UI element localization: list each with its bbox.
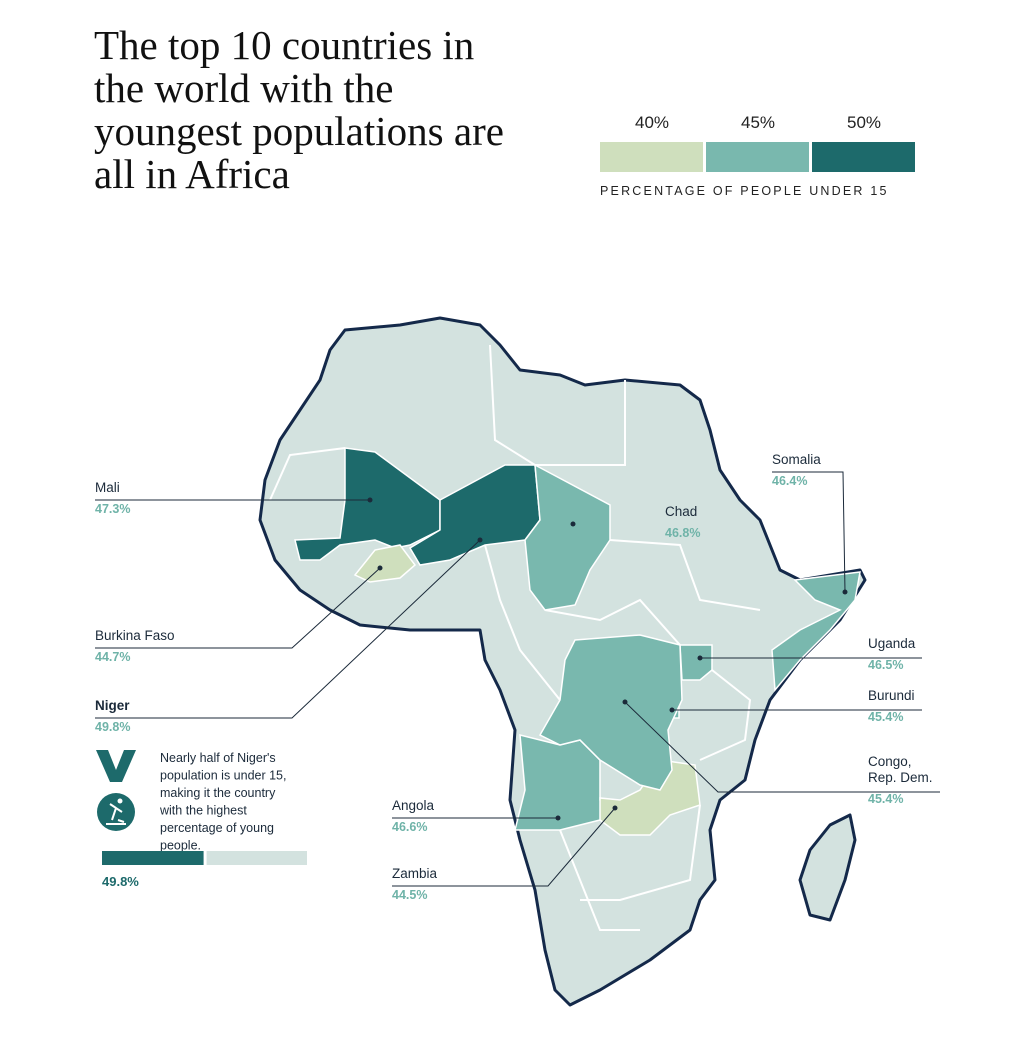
country bbox=[599, 759, 701, 836]
country-name: Zambia bbox=[392, 866, 438, 881]
border bbox=[484, 544, 561, 701]
medal-head bbox=[117, 798, 123, 804]
country-name: Mali bbox=[95, 480, 120, 495]
leader-dot bbox=[477, 537, 483, 543]
country-value: 45.4% bbox=[868, 710, 903, 724]
countries bbox=[294, 447, 861, 836]
leader-dot bbox=[570, 521, 576, 527]
border bbox=[609, 539, 761, 611]
country bbox=[524, 463, 611, 611]
country-name: Chad bbox=[665, 504, 697, 519]
country-name: Congo, Rep. Dem. bbox=[868, 754, 933, 785]
legend-swatch bbox=[706, 142, 809, 172]
country-value: 44.7% bbox=[95, 650, 130, 664]
country-value: 47.3% bbox=[95, 502, 130, 516]
leader-line bbox=[392, 807, 616, 887]
highlight-text-line: percentage of young bbox=[160, 821, 274, 835]
country-name-line: Rep. Dem. bbox=[868, 770, 933, 785]
country-value: 44.5% bbox=[392, 888, 427, 902]
country-name: Uganda bbox=[868, 636, 916, 651]
country-name: Niger bbox=[95, 698, 130, 713]
leader-line bbox=[624, 701, 940, 793]
leader-dot bbox=[842, 589, 848, 595]
country-value: 49.8% bbox=[95, 720, 130, 734]
highlight-text-line: people. bbox=[160, 839, 201, 853]
country-name-line: Congo, bbox=[868, 754, 912, 769]
country-value: 46.4% bbox=[772, 474, 807, 488]
leader-dot bbox=[669, 707, 675, 713]
border bbox=[699, 669, 752, 761]
country-name: Burkina Faso bbox=[95, 628, 175, 643]
leader-dot bbox=[555, 815, 561, 821]
legend-swatch bbox=[812, 142, 915, 172]
country bbox=[408, 464, 541, 566]
country bbox=[679, 644, 713, 681]
country-name: Angola bbox=[392, 798, 435, 813]
leader-line bbox=[772, 471, 846, 593]
border bbox=[544, 598, 681, 646]
medal-ribbon bbox=[96, 750, 136, 782]
country-name: Somalia bbox=[772, 452, 821, 467]
leader-dot bbox=[367, 497, 373, 503]
country-value: 45.4% bbox=[868, 792, 903, 806]
leader-dot bbox=[622, 699, 628, 705]
legend-swatch bbox=[600, 142, 703, 172]
medal-icon bbox=[96, 750, 136, 831]
border bbox=[269, 447, 346, 501]
legend-caption: PERCENTAGE OF PEOPLE UNDER 15 bbox=[600, 184, 889, 198]
highlight-text-line: making it the country bbox=[160, 786, 276, 800]
border bbox=[559, 829, 640, 931]
title: The top 10 countries in the world with t… bbox=[94, 22, 504, 197]
legend-label: 45% bbox=[741, 113, 775, 132]
legend-label: 50% bbox=[847, 113, 881, 132]
country bbox=[771, 571, 861, 692]
country-value: 46.8% bbox=[665, 526, 700, 540]
medal bbox=[97, 793, 135, 831]
country-value: 46.5% bbox=[868, 658, 903, 672]
highlight-text: Nearly half of Niger's population is unde… bbox=[159, 751, 286, 853]
medal-figure bbox=[106, 803, 126, 825]
leader-dot bbox=[612, 805, 618, 811]
highlight-text-line: with the highest bbox=[159, 804, 247, 818]
leader-dot bbox=[377, 565, 383, 571]
legend-label: 40% bbox=[635, 113, 669, 132]
country-name: Burundi bbox=[868, 688, 915, 703]
country bbox=[353, 544, 417, 583]
highlight-text-line: Nearly half of Niger's bbox=[160, 751, 276, 765]
highlight-text-line: population is under 15, bbox=[160, 769, 286, 783]
border bbox=[580, 804, 701, 901]
leader-line bbox=[95, 539, 481, 719]
leader-line bbox=[95, 567, 381, 649]
leader-dot bbox=[697, 655, 703, 661]
bar bbox=[102, 851, 205, 865]
country bbox=[538, 634, 683, 791]
madagascar bbox=[798, 813, 857, 922]
country-value: 46.6% bbox=[392, 820, 427, 834]
bar-label: 49.8% bbox=[102, 874, 139, 889]
